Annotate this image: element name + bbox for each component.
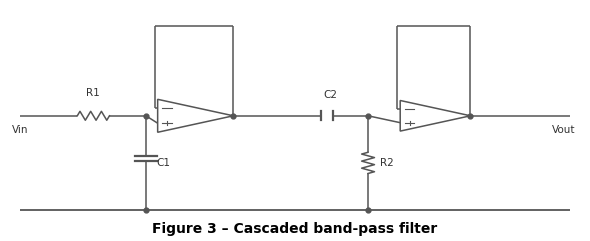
Text: C1: C1 <box>156 158 171 168</box>
Text: R2: R2 <box>380 158 394 168</box>
Text: Vin: Vin <box>12 125 28 135</box>
Text: R1: R1 <box>87 88 100 98</box>
Text: C2: C2 <box>323 90 337 100</box>
Text: Figure 3 – Cascaded band-pass filter: Figure 3 – Cascaded band-pass filter <box>152 222 438 236</box>
Text: Vout: Vout <box>552 125 576 135</box>
